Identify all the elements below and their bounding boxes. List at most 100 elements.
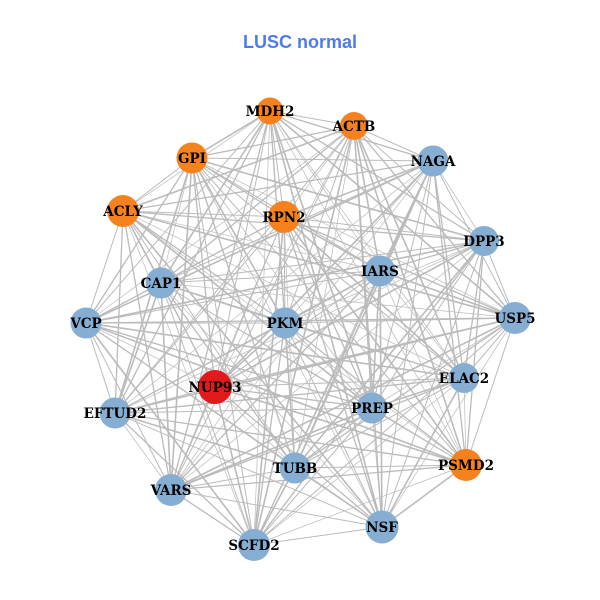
node-NSF — [365, 510, 399, 544]
edge-PKM-EFTUD2 — [114, 322, 286, 414]
edge-EFTUD2-TUBB — [114, 412, 296, 469]
node-label-PKM: PKM — [267, 316, 304, 332]
node-TUBB — [279, 452, 311, 484]
edge-NUP93-TUBB — [214, 386, 296, 469]
edge-ACTB-ELAC2 — [353, 125, 465, 379]
labels-layer: MDH2 ACTB NAGA GPI ACLY RPN2 DPP3 CAP1 IARS VCP PK… — [69, 104, 535, 554]
edge-VARS-SCFD2 — [170, 489, 255, 546]
edge-ACLY-IARS — [122, 210, 381, 272]
edge-NUP93-SCFD2 — [214, 386, 255, 546]
edge-EFTUD2-NSF — [114, 412, 383, 528]
edge-ACLY-RPN2 — [122, 210, 285, 218]
edge-ACLY-ELAC2 — [122, 210, 465, 379]
edge-GPI-CAP1 — [160, 157, 193, 284]
edge-VCP-PREP — [85, 322, 373, 409]
edge-NAGA-EFTUD2 — [114, 160, 434, 414]
edge-ACTB-RPN2 — [283, 125, 355, 218]
edge-PREP-NSF — [371, 407, 383, 528]
node-EFTUD2 — [99, 397, 131, 429]
edge-PREP-VARS — [170, 407, 373, 491]
edge-GPI-NUP93 — [191, 157, 216, 388]
edge-RPN2-EFTUD2 — [114, 216, 285, 414]
edge-PSMD2-SCFD2 — [253, 464, 467, 546]
node-label-NAGA: NAGA — [411, 154, 456, 170]
edge-NSF-SCFD2 — [253, 526, 383, 546]
edge-PREP-SCFD2 — [253, 407, 373, 546]
edge-TUBB-NSF — [294, 467, 383, 528]
node-NAGA — [417, 145, 449, 177]
edge-PKM-SCFD2 — [253, 322, 286, 546]
edge-IARS-VARS — [170, 270, 381, 491]
edge-RPN2-TUBB — [283, 216, 296, 469]
edge-DPP3-CAP1 — [160, 240, 485, 284]
edge-PKM-PREP — [284, 322, 373, 409]
edge-NAGA-VCP — [85, 160, 434, 324]
edge-ACLY-NSF — [122, 210, 383, 528]
edge-NAGA-ACLY — [122, 160, 434, 212]
node-NUP93 — [198, 370, 232, 404]
node-label-TUBB: TUBB — [273, 461, 318, 477]
edge-VCP-ELAC2 — [85, 322, 465, 379]
edge-NAGA-PSMD2 — [432, 160, 467, 466]
edge-MDH2-SCFD2 — [253, 110, 271, 546]
node-label-VARS: VARS — [150, 483, 192, 499]
edge-ELAC2-PREP — [371, 377, 465, 409]
edge-MDH2-VARS — [170, 110, 271, 491]
edge-ELAC2-EFTUD2 — [114, 377, 465, 414]
edge-NAGA-PKM — [284, 160, 434, 324]
edge-VCP-EFTUD2 — [85, 322, 116, 414]
edge-VCP-SCFD2 — [85, 322, 255, 546]
edge-GPI-USP5 — [191, 157, 516, 319]
node-VARS — [155, 474, 187, 506]
edge-DPP3-NUP93 — [214, 240, 485, 388]
node-label-ELAC2: ELAC2 — [439, 371, 489, 387]
edge-EFTUD2-PREP — [114, 407, 373, 414]
node-SCFD2 — [238, 529, 270, 561]
node-ACTB — [340, 112, 368, 140]
edge-ELAC2-NUP93 — [214, 377, 465, 388]
edge-IARS-ELAC2 — [379, 270, 465, 379]
edge-RPN2-IARS — [283, 216, 381, 272]
edge-USP5-EFTUD2 — [114, 317, 516, 414]
edge-ACLY-PSMD2 — [122, 210, 467, 466]
edge-RPN2-USP5 — [283, 216, 516, 319]
node-label-RPN2: RPN2 — [262, 210, 305, 226]
edge-USP5-PSMD2 — [465, 317, 516, 466]
edge-VARS-NSF — [170, 489, 383, 528]
edge-IARS-TUBB — [294, 270, 381, 469]
edge-ACTB-USP5 — [353, 125, 516, 319]
edge-GPI-DPP3 — [191, 157, 485, 242]
edge-ACTB-EFTUD2 — [114, 125, 355, 414]
edge-MDH2-VCP — [85, 110, 271, 324]
edge-PREP-TUBB — [294, 407, 373, 469]
node-label-NSF: NSF — [366, 520, 398, 536]
edge-IARS-SCFD2 — [253, 270, 381, 546]
edge-RPN2-ELAC2 — [283, 216, 465, 379]
edge-MDH2-EFTUD2 — [114, 110, 271, 414]
edge-RPN2-PSMD2 — [283, 216, 467, 466]
edge-ACTB-GPI — [191, 125, 355, 159]
edge-PSMD2-NSF — [381, 464, 467, 528]
edge-PSMD2-VARS — [170, 464, 467, 491]
edge-EFTUD2-PSMD2 — [114, 412, 467, 466]
node-GPI — [176, 142, 208, 174]
edge-VCP-PSMD2 — [85, 322, 467, 466]
edge-IARS-USP5 — [379, 270, 516, 319]
edge-ELAC2-NSF — [381, 377, 465, 528]
node-label-GPI: GPI — [178, 151, 206, 167]
edge-ACLY-PKM — [122, 210, 286, 324]
edge-ACLY-TUBB — [122, 210, 296, 469]
edge-ACLY-VARS — [122, 210, 172, 491]
edge-IARS-VCP — [85, 270, 381, 324]
edge-CAP1-EFTUD2 — [114, 282, 162, 414]
nodes-layer — [70, 97, 531, 561]
edge-ACLY-SCFD2 — [122, 210, 255, 546]
edge-PKM-VARS — [170, 322, 286, 491]
edge-MDH2-RPN2 — [269, 110, 285, 218]
edge-ELAC2-VARS — [170, 377, 465, 491]
node-label-ACLY: ACLY — [102, 204, 143, 220]
edge-RPN2-PREP — [283, 216, 373, 409]
node-USP5 — [499, 302, 531, 334]
